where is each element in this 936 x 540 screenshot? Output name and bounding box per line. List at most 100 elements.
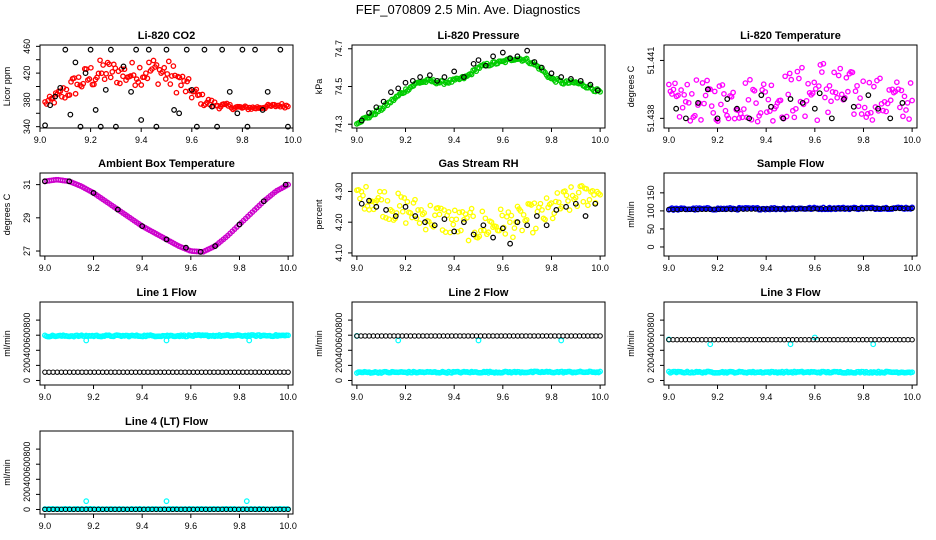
data-point [161, 64, 168, 71]
data-series [354, 55, 603, 127]
y-axis-label: degrees C [626, 65, 636, 107]
data-point [511, 225, 518, 231]
y-tick-label: 4.30 [334, 183, 344, 201]
data-point [404, 198, 411, 205]
data-point [886, 87, 893, 93]
y-tick-label: 27 [22, 246, 32, 256]
data-point [91, 81, 97, 88]
data-point [763, 109, 770, 115]
data-point [80, 80, 87, 87]
data-point [870, 341, 877, 348]
plot-frame [351, 301, 606, 386]
x-tick-label: 9.4 [135, 135, 148, 145]
data-point [499, 212, 506, 219]
y-axis-label: Licor ppm [2, 67, 12, 107]
plot-frame [39, 301, 294, 386]
data-point [212, 243, 219, 249]
data-point [785, 91, 792, 98]
data-point [838, 91, 845, 98]
data-point [514, 53, 521, 60]
data-point [130, 72, 137, 78]
data-point [829, 89, 836, 95]
data-point [563, 192, 570, 199]
data-point [176, 74, 183, 81]
data-point [490, 53, 496, 60]
x-tick-label: 9.8 [233, 521, 246, 531]
data-point [74, 81, 80, 88]
data-point [435, 204, 441, 211]
data-point [866, 79, 873, 86]
data-point [597, 333, 603, 339]
chart-title: Ambient Box Temperature [98, 158, 235, 170]
data-point [746, 115, 753, 122]
data-point [451, 228, 458, 235]
data-point [97, 57, 103, 64]
data-point [851, 111, 857, 117]
data-series [42, 57, 291, 113]
data-point [568, 76, 574, 82]
data-point [682, 115, 689, 122]
data-point [708, 103, 715, 109]
x-tick-label: 9.0 [663, 392, 676, 402]
data-point [780, 115, 787, 122]
data-point [252, 46, 258, 53]
data-point [72, 90, 79, 97]
data-point [507, 55, 514, 62]
data-point [591, 192, 597, 198]
data-point [72, 59, 79, 66]
data-series [42, 506, 291, 513]
x-tick-label: 9.0 [351, 263, 364, 273]
data-point [264, 88, 271, 95]
data-point [430, 223, 437, 230]
x-tick-label: 9.2 [399, 135, 412, 145]
data-point [499, 49, 506, 56]
data-point [88, 64, 94, 71]
data-point [360, 192, 366, 199]
data-point [396, 202, 403, 209]
data-point [831, 69, 837, 76]
data-point [900, 113, 906, 120]
data-point [553, 206, 560, 213]
data-point [692, 112, 698, 119]
x-tick-label: 9.2 [711, 263, 724, 273]
data-point [577, 77, 584, 84]
data-point [165, 58, 172, 65]
x-tick-label: 10.0 [591, 263, 609, 273]
data-point [698, 117, 704, 123]
data-point [373, 104, 380, 111]
data-point [877, 75, 883, 82]
data-point [707, 341, 714, 348]
data-point [90, 190, 97, 196]
chart-panel: Line 4 (LT) Flow ml/min 9.0 9.2 9.4 9.6 9.8 10.… [2, 416, 297, 531]
data-point [745, 96, 752, 103]
data-point [904, 100, 911, 106]
data-point [507, 219, 513, 226]
data-point [488, 219, 495, 225]
figure-title: FEF_070809 2.5 Min. Ave. Diagnostics [355, 2, 581, 17]
data-point [144, 75, 151, 82]
x-tick-label: 9.2 [87, 521, 100, 531]
data-point [711, 88, 718, 95]
y-tick-label: 0 [22, 378, 32, 383]
data-series [673, 86, 906, 122]
y-tick-label: 420 [22, 66, 32, 81]
data-point [710, 109, 717, 116]
y-tick-label: 150 [646, 185, 656, 200]
data-point [825, 109, 831, 116]
data-point [285, 332, 291, 339]
y-axis-label: degrees C [2, 193, 12, 235]
data-point [402, 220, 409, 226]
data-point [464, 214, 470, 221]
data-point [436, 211, 443, 218]
chart-title: Li-820 CO2 [138, 30, 195, 42]
y-axis-label: percent [314, 199, 324, 230]
chart-title: Gas Stream RH [438, 158, 518, 170]
data-point [402, 79, 409, 86]
x-tick-label: 9.4 [760, 392, 773, 402]
data-point [51, 99, 58, 106]
chart-title: Line 3 Flow [761, 287, 821, 299]
x-tick-label: 10.0 [903, 263, 921, 273]
data-point [83, 498, 90, 505]
y-tick-label: 460 [22, 39, 32, 54]
data-point [555, 199, 562, 206]
